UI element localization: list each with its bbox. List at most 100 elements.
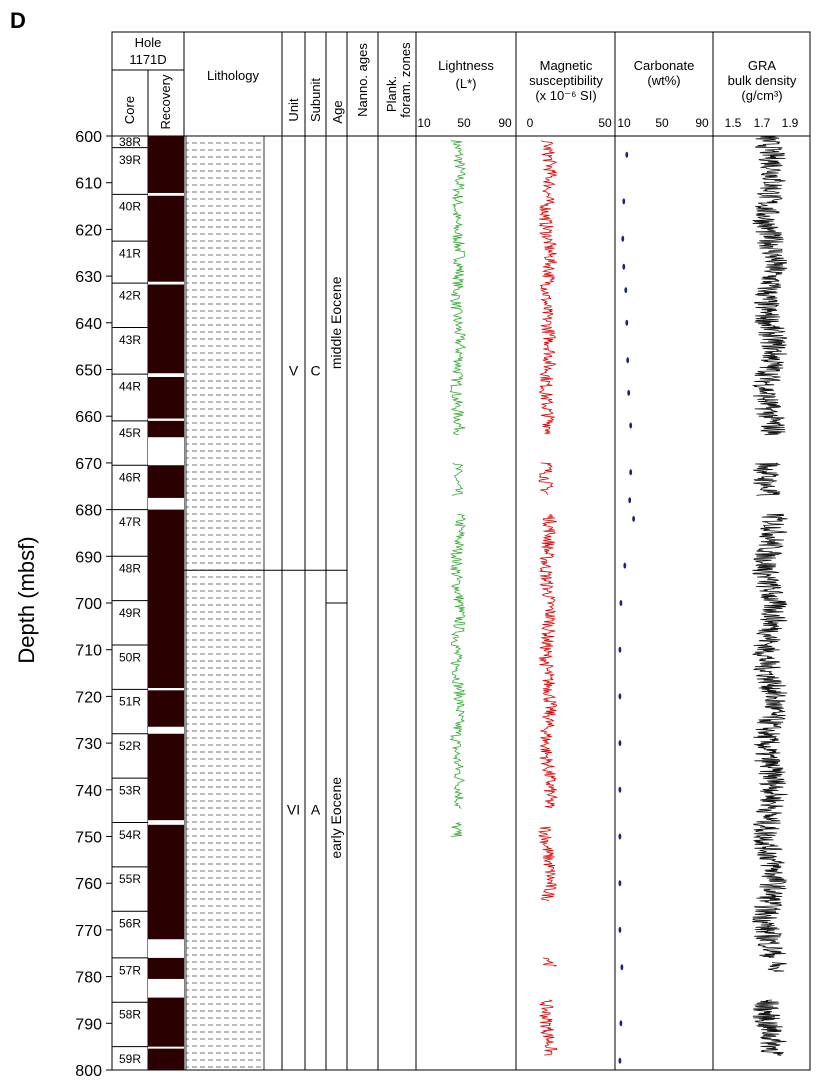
recovery-gap	[148, 978, 184, 998]
gra-trace	[753, 462, 781, 496]
core-label: 40R	[119, 200, 141, 214]
core-label: 41R	[119, 246, 141, 260]
core-label: 53R	[119, 783, 141, 797]
age-header: Age	[330, 100, 345, 123]
carbonate-scale-90: 90	[695, 116, 709, 130]
magsus-trace	[537, 826, 557, 902]
core-label: 47R	[119, 515, 141, 529]
recovery-gap	[148, 497, 184, 510]
hole-id: 1171D	[129, 52, 166, 67]
carbonate-point	[625, 151, 629, 158]
carbonate-point	[618, 740, 622, 747]
core-label: 50R	[119, 650, 141, 664]
recovery-gap	[148, 437, 184, 466]
magsus-trace	[538, 140, 558, 435]
depth-tick-label: 730	[75, 736, 102, 753]
lightness-scale-10: 10	[417, 116, 431, 130]
carbonate-point	[624, 287, 628, 294]
depth-tick-label: 650	[75, 363, 102, 380]
depth-tick-label: 720	[75, 689, 102, 706]
core-label: 59R	[119, 1052, 141, 1066]
depth-tick-label: 700	[75, 596, 102, 613]
magsus-header-line3: (x 10⁻⁶ SI)	[535, 88, 596, 103]
subunit-header: Subunit	[308, 78, 323, 122]
recovery-gap	[148, 820, 184, 825]
carbonate-point	[621, 235, 625, 242]
carbonate-point	[619, 600, 623, 606]
depth-tick-label: 770	[75, 923, 102, 940]
lithology-header: Lithology	[207, 68, 260, 83]
gra-trace	[767, 962, 787, 972]
carbonate-header-line1: Carbonate	[634, 58, 695, 73]
unit-label: VI	[287, 801, 300, 817]
recovery-gap	[148, 687, 184, 691]
gra-header-line3: (g/cm³)	[741, 88, 782, 103]
unit-header: Unit	[286, 98, 301, 122]
subunit-label: A	[311, 801, 321, 817]
core-label: 55R	[119, 872, 141, 886]
age-label: early Eocene	[328, 777, 344, 859]
plank-header-line1: Plank.	[384, 76, 399, 112]
core-label: 57R	[119, 963, 141, 977]
recovery-gap	[148, 418, 184, 421]
recovery-bar	[148, 136, 184, 1070]
core-label: 56R	[119, 917, 141, 931]
carbonate-header-line2: (wt%)	[647, 73, 680, 88]
depth-tick-label: 640	[75, 316, 102, 333]
carbonate-point	[622, 198, 626, 205]
magsus-trace	[542, 957, 557, 967]
core-label: 54R	[119, 828, 141, 842]
panel-letter: D	[10, 8, 26, 33]
depth-tick-label: 740	[75, 783, 102, 800]
lightness-header-line1: Lightness	[438, 58, 494, 73]
gra-header-line1: GRA	[748, 58, 777, 73]
subunit-label: C	[310, 363, 320, 379]
carbonate-point	[629, 422, 633, 429]
recovery-gap	[148, 281, 184, 285]
lightness-scale-90: 90	[498, 116, 512, 130]
depth-tick-label: 610	[75, 176, 102, 193]
core-label: 44R	[119, 380, 141, 394]
carbonate-point	[623, 562, 627, 569]
core-label: 52R	[119, 739, 141, 753]
hole-label: Hole	[135, 35, 162, 50]
depth-tick-label: 690	[75, 549, 102, 566]
carbonate-point	[625, 319, 629, 326]
lightness-scale-50: 50	[457, 116, 471, 130]
carbonate-point	[618, 880, 622, 887]
carbonate-point	[622, 263, 626, 270]
carbonate-point	[618, 786, 622, 793]
gra-header-line2: bulk density	[728, 73, 797, 88]
lithology-column	[185, 135, 265, 1071]
core-label: 39R	[119, 153, 141, 167]
lightness-trace	[451, 462, 464, 496]
lightness-trace	[449, 513, 466, 809]
core-label: 43R	[119, 333, 141, 347]
magsus-trace	[538, 513, 559, 808]
recovery-gap	[148, 1046, 184, 1049]
core-label: 45R	[119, 426, 141, 440]
core-label: 58R	[119, 1008, 141, 1022]
depth-tick-label: 620	[75, 222, 102, 239]
gra-scale-1.9: 1.9	[782, 116, 799, 130]
carbonate-point	[619, 1020, 623, 1027]
carbonate-point	[618, 926, 622, 933]
core-header: Core	[122, 96, 137, 124]
magsus-trace	[538, 462, 554, 496]
depth-tick-label: 780	[75, 970, 102, 987]
carbonate-scale-10: 10	[617, 116, 631, 130]
age-label: middle Eocene	[328, 276, 344, 369]
depth-tick-label: 600	[75, 129, 102, 146]
carbonate-scale-50: 50	[655, 116, 669, 130]
recovery-gap	[148, 373, 184, 377]
carbonate-point	[618, 693, 622, 700]
recovery-gap	[148, 939, 184, 958]
recovery-gap	[148, 726, 184, 734]
core-label: 42R	[119, 288, 141, 302]
carbonate-point	[628, 497, 632, 504]
core-label: 48R	[119, 562, 141, 576]
nanno-ages-header: Nanno. ages	[355, 43, 370, 117]
magsus-scale-0: 0	[527, 116, 534, 130]
gra-trace	[751, 513, 788, 958]
core-label: 46R	[119, 471, 141, 485]
